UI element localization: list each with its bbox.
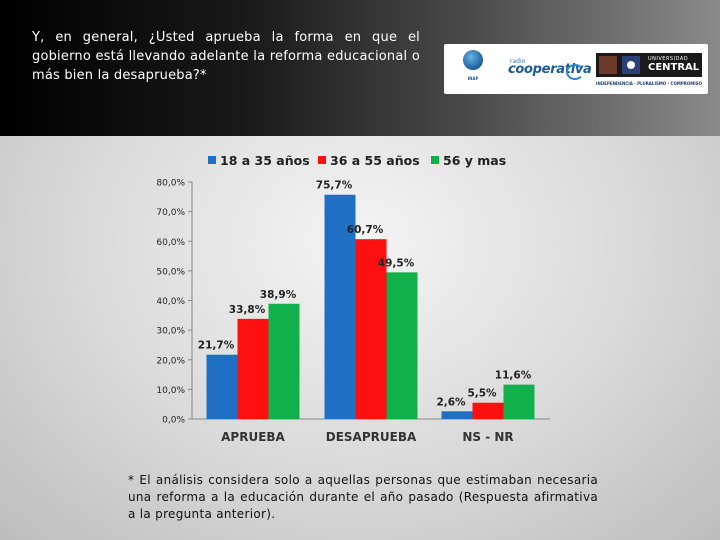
- y-tick-label: 30,0%: [156, 327, 185, 337]
- cooperativa-logo: radio cooperativa: [508, 58, 592, 80]
- legend-swatch: [208, 156, 216, 164]
- x-category-label: NS - NR: [462, 430, 513, 444]
- footnote: * El análisis considera solo a aquellas …: [128, 473, 598, 521]
- bar: [324, 194, 356, 419]
- bar: [441, 411, 473, 419]
- y-tick-label: 40,0%: [156, 297, 185, 307]
- survey-question: Y, en general, ¿Usted aprueba la forma e…: [32, 30, 420, 83]
- y-tick-label: 50,0%: [156, 267, 185, 277]
- swoosh-icon: [566, 64, 584, 80]
- data-label: 5,5%: [467, 388, 497, 400]
- inap-logo-text: INAP: [467, 76, 479, 81]
- ucentral-logo-box: UNIVERSIDAD CENTRAL: [596, 53, 702, 77]
- x-category-label: APRUEBA: [221, 430, 285, 444]
- data-label: 21,7%: [198, 340, 235, 352]
- y-tick-label: 80,0%: [156, 179, 185, 189]
- data-label: 2,6%: [436, 396, 466, 408]
- legend-label: 56 y mas: [443, 153, 506, 168]
- bar: [206, 354, 238, 419]
- cooperativa-logo-small: radio: [510, 58, 526, 65]
- data-label: 33,8%: [229, 304, 266, 316]
- data-label: 11,6%: [495, 370, 532, 382]
- ucentral-square-left: [599, 56, 617, 74]
- bar: [386, 272, 418, 419]
- bar: [472, 402, 504, 419]
- data-label: 75,7%: [316, 180, 353, 192]
- x-category-label: DESAPRUEBA: [326, 430, 417, 444]
- ucentral-tagline: INDEPENDENCIA · PLURALISMO · COMPROMISO: [596, 81, 702, 86]
- bar: [355, 239, 387, 419]
- ucentral-logo-top: UNIVERSIDAD: [648, 56, 689, 62]
- legend-label: 18 a 35 años: [220, 153, 310, 168]
- data-label: 38,9%: [260, 289, 297, 301]
- legend-swatch: [318, 156, 326, 164]
- data-label: 49,5%: [378, 257, 415, 269]
- y-tick-label: 0,0%: [162, 416, 185, 426]
- y-tick-label: 10,0%: [156, 386, 185, 396]
- legend-label: 36 a 55 años: [330, 153, 420, 168]
- sponsor-logos: INAP radio cooperativa UNIVERSIDAD CENTR…: [444, 44, 708, 94]
- globe-icon: [463, 50, 483, 70]
- y-tick-label: 70,0%: [156, 208, 185, 218]
- legend-swatch: [431, 156, 439, 164]
- ucentral-logo-main: CENTRAL: [648, 62, 700, 73]
- universidad-central-logo: UNIVERSIDAD CENTRAL INDEPENDENCIA · PLUR…: [596, 53, 702, 91]
- bar: [268, 303, 300, 419]
- bar: [237, 318, 269, 419]
- bar: [503, 384, 535, 419]
- inap-logo: INAP: [458, 48, 488, 90]
- ucentral-dot-icon: [627, 61, 635, 69]
- y-tick-label: 60,0%: [156, 238, 185, 248]
- data-label: 60,7%: [347, 224, 384, 236]
- y-tick-label: 20,0%: [156, 356, 185, 366]
